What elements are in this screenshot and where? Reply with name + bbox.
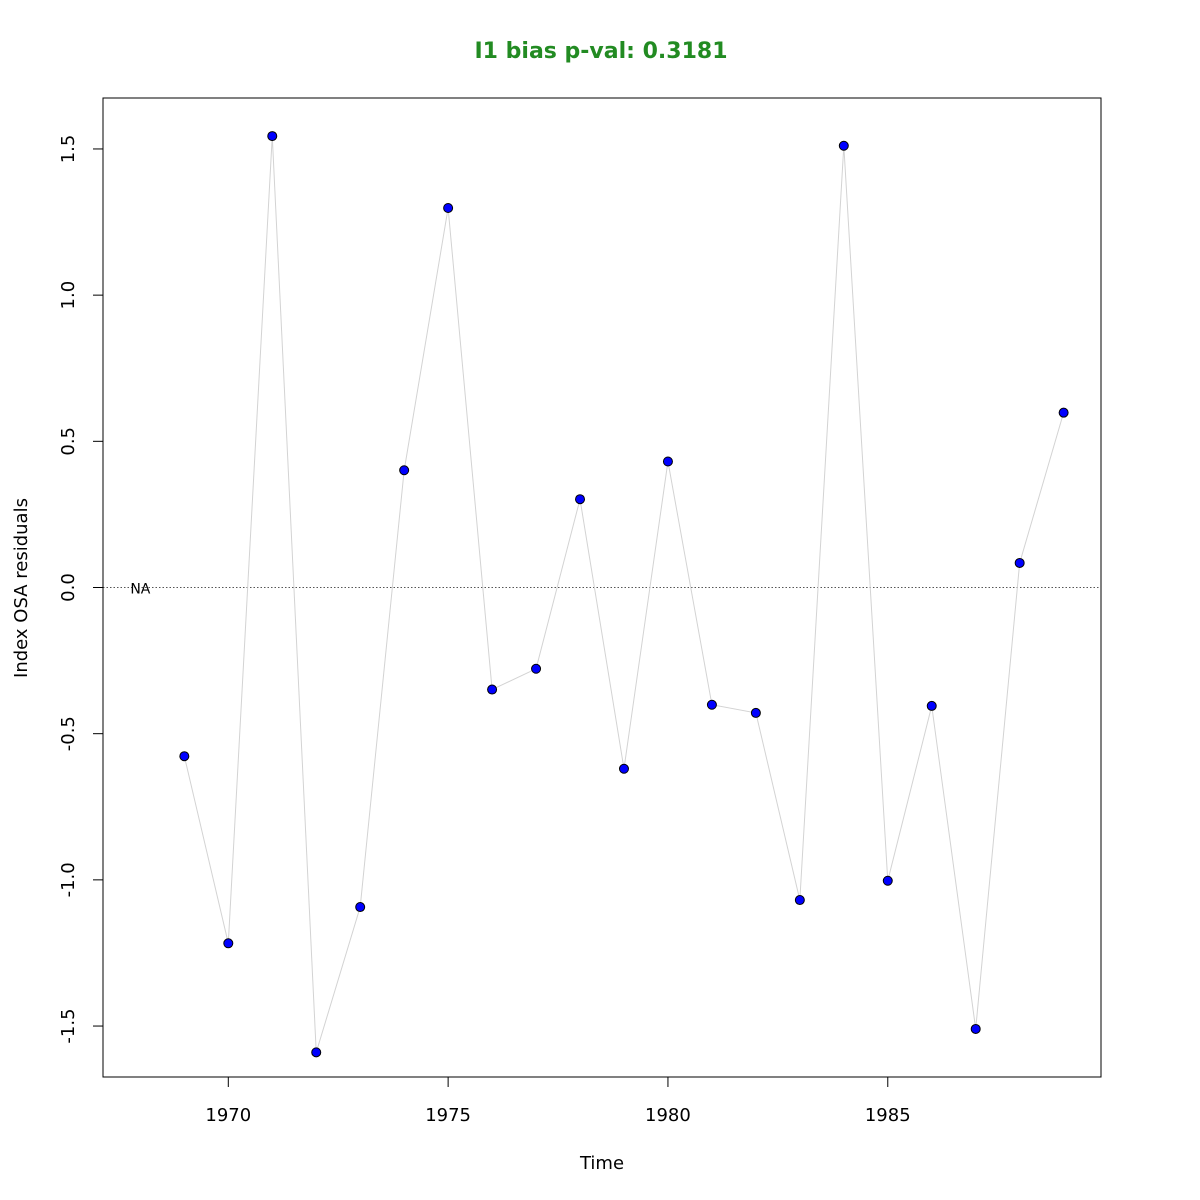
y-tick-label: 0.0 (58, 573, 79, 602)
y-tick-label: -1.5 (58, 1008, 79, 1043)
reference-label: NA (130, 582, 150, 598)
data-point (575, 494, 586, 505)
data-point (750, 707, 761, 718)
data-point (267, 131, 278, 142)
data-point (179, 751, 190, 762)
data-point (443, 203, 454, 214)
points-layer (179, 131, 1069, 1058)
y-tick-label: 1.5 (58, 135, 79, 164)
series-line (183, 136, 1065, 1053)
data-point (223, 938, 234, 949)
y-axis-label: Index OSA residuals (11, 498, 32, 678)
y-tick-label: 1.0 (58, 281, 79, 310)
data-point (355, 902, 366, 913)
data-point (618, 763, 629, 774)
data-point (662, 456, 673, 467)
x-axis-label: Time (579, 1153, 624, 1174)
data-point (882, 875, 893, 886)
data-point (311, 1047, 322, 1058)
chart-title: I1 bias p-val: 0.3181 (475, 39, 728, 64)
data-point (706, 699, 717, 710)
data-point (1014, 557, 1025, 568)
y-tick-label: 0.5 (58, 427, 79, 456)
x-tick-label: 1970 (205, 1105, 251, 1126)
plot-frame (102, 97, 1102, 1078)
x-tick-label: 1980 (645, 1105, 691, 1126)
data-point (926, 700, 937, 711)
data-point (399, 465, 410, 476)
x-tick-label: 1985 (865, 1105, 911, 1126)
reference-layer: NA (103, 582, 1101, 598)
data-point (838, 140, 849, 151)
axes-layer: 1970 1975 1980 1985 -1.5 -1.0 -0.5 0.0 0.5 1.0 1.5 (58, 135, 911, 1126)
data-point (794, 895, 805, 906)
y-tick-label: -1.0 (58, 862, 79, 897)
series-line-layer (183, 136, 1065, 1053)
data-point (531, 663, 542, 674)
data-point (487, 684, 498, 695)
y-tick-label: -0.5 (58, 716, 79, 751)
x-tick-label: 1975 (425, 1105, 471, 1126)
data-point (1058, 407, 1069, 418)
data-point (970, 1023, 981, 1034)
